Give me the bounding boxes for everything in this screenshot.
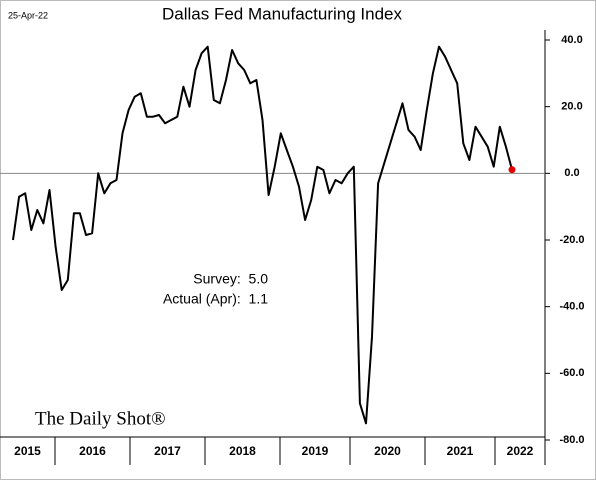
x-tick-label: 2017 — [154, 444, 181, 458]
last-point — [508, 166, 516, 174]
y-tick-label: 40.0 — [561, 34, 582, 46]
annotation: Actual (Apr): 1.1 — [163, 291, 268, 307]
x-tick-label: 2015 — [14, 444, 41, 458]
x-tick-label: 2019 — [302, 444, 329, 458]
index-line — [12, 45, 513, 425]
y-tick-label: -60.0 — [559, 367, 584, 379]
annotation: Survey: 5.0 — [193, 271, 268, 287]
y-tick-label: 20.0 — [561, 101, 582, 113]
x-tick-label: 2020 — [374, 444, 401, 458]
x-tick-label: 2016 — [79, 444, 106, 458]
x-tick-label: 2021 — [447, 444, 474, 458]
y-tick-label: 0.0 — [564, 167, 579, 179]
y-tick-label: -40.0 — [559, 301, 584, 313]
x-tick-label: 2022 — [507, 444, 534, 458]
date: 25-Apr-22 — [8, 10, 48, 20]
y-tick-label: -20.0 — [559, 234, 584, 246]
source-logo: The Daily Shot® — [35, 408, 166, 429]
chart-title: Dallas Fed Manufacturing Index — [162, 4, 403, 23]
y-tick-label: -80.0 — [559, 434, 584, 446]
x-tick-label: 2018 — [229, 444, 256, 458]
